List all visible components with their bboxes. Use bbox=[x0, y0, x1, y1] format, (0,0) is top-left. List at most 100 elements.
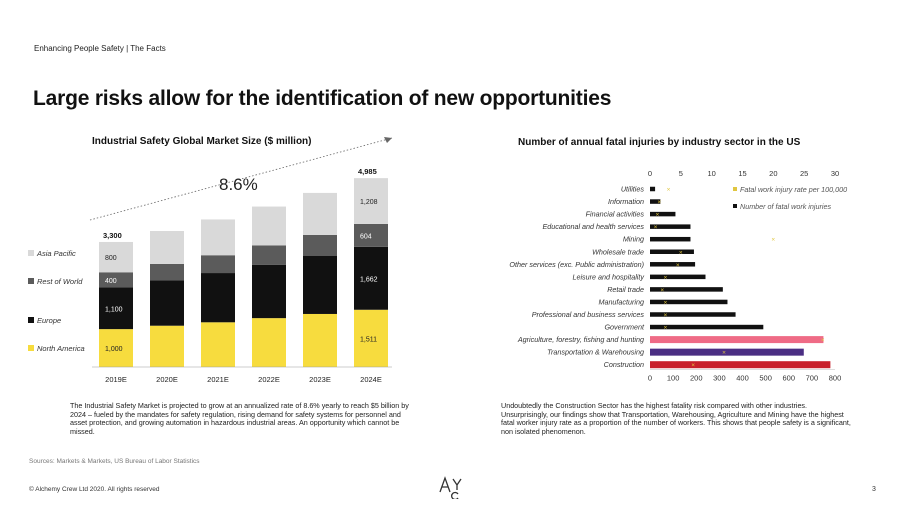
rate-marker-utilities: × bbox=[667, 187, 671, 194]
bottom-axis-tick-400: 400 bbox=[736, 374, 749, 383]
x-tick-2021e: 2021E bbox=[207, 375, 229, 384]
legend-swatch-asia-pacific bbox=[28, 250, 34, 256]
bar-2024e-north-america bbox=[354, 309, 388, 367]
data-label-2019e-asia-pacific: 800 bbox=[105, 255, 117, 262]
sources-note: Sources: Markets & Markets, US Bureau of… bbox=[29, 458, 200, 465]
bar-count-agriculture-forestry-fishing-and-hunting bbox=[650, 336, 824, 344]
rate-marker-information: × bbox=[657, 199, 661, 206]
market-chart-title: Industrial Safety Global Market Size ($ … bbox=[92, 136, 312, 147]
bar-count-government bbox=[650, 324, 764, 330]
rate-marker-transportation-warehousing: × bbox=[722, 350, 726, 357]
bar-count-retail-trade bbox=[650, 287, 723, 292]
bar-count-mining bbox=[650, 236, 691, 242]
rate-marker-leisure-and-hospitality: × bbox=[664, 274, 668, 281]
bottom-axis-tick-500: 500 bbox=[759, 374, 772, 383]
category-label-transportation-warehousing: Transportation & Warehousing bbox=[547, 348, 644, 357]
top-axis-tick-20: 20 bbox=[769, 169, 777, 178]
bar-2023e-asia-pacific bbox=[303, 192, 337, 235]
bar-count-construction bbox=[650, 361, 831, 369]
bar-2021e-rest-of-world bbox=[201, 255, 235, 274]
bar-count-wholesale-trade bbox=[650, 249, 694, 254]
bar-2019e-europe bbox=[99, 287, 133, 330]
top-axis-tick-0: 0 bbox=[648, 169, 652, 178]
rate-marker-professional-and-business-services: × bbox=[664, 312, 668, 319]
header-label: Enhancing People Safety | The Facts bbox=[34, 44, 166, 53]
legend-label-rest-of-world: Rest of World bbox=[37, 277, 83, 286]
category-label-financial-activities: Financial activities bbox=[586, 210, 645, 219]
data-label-2019e-rest-of-world: 400 bbox=[105, 278, 117, 285]
bar-2020e-asia-pacific bbox=[150, 230, 184, 264]
bar-2024e-europe bbox=[354, 246, 388, 310]
category-label-information: Information bbox=[608, 197, 644, 206]
top-axis-tick-5: 5 bbox=[679, 169, 683, 178]
total-label-2024e: 4,985 bbox=[358, 167, 377, 176]
bar-2020e-rest-of-world bbox=[150, 263, 184, 281]
legend-label-asia-pacific: Asia Pacific bbox=[36, 249, 76, 258]
bar-count-leisure-and-hospitality bbox=[650, 274, 706, 280]
top-axis-tick-25: 25 bbox=[800, 169, 808, 178]
bar-2021e-asia-pacific bbox=[201, 219, 235, 256]
category-label-retail-trade: Retail trade bbox=[607, 285, 644, 294]
market-size-chart: 8.6% 1,000 1,100 400 800 3,300 2019E 2020E 2021E… bbox=[28, 137, 393, 384]
bar-2020e-europe bbox=[150, 280, 184, 326]
bar-2019e-north-america bbox=[99, 329, 133, 367]
category-label-mining: Mining bbox=[623, 235, 644, 244]
bar-count-information bbox=[650, 199, 661, 204]
bar-2021e-europe bbox=[201, 273, 235, 323]
legend-label-europe: Europe bbox=[37, 316, 61, 325]
bar-count-professional-and-business-services bbox=[650, 312, 736, 317]
bar-2022e-north-america bbox=[252, 318, 286, 367]
category-label-wholesale-trade: Wholesale trade bbox=[592, 247, 644, 256]
legend-swatch-count bbox=[733, 204, 737, 208]
legend-label-count: Number of fatal work injuries bbox=[740, 202, 831, 211]
bar-2020e-north-america bbox=[150, 325, 184, 367]
bottom-axis-tick-800: 800 bbox=[829, 374, 842, 383]
rate-marker-wholesale-trade: × bbox=[679, 249, 683, 256]
data-label-2019e-north-america: 1,000 bbox=[105, 346, 123, 353]
data-label-2024e-rest-of-world: 604 bbox=[360, 233, 372, 240]
x-tick-2022e: 2022E bbox=[258, 375, 280, 384]
bar-count-financial-activities bbox=[650, 211, 676, 217]
x-tick-2019e: 2019E bbox=[105, 375, 127, 384]
bar-2022e-rest-of-world bbox=[252, 245, 286, 265]
bottom-axis-tick-200: 200 bbox=[690, 374, 703, 383]
legend-swatch-rate bbox=[733, 187, 737, 191]
bar-count-manufacturing bbox=[650, 299, 728, 305]
x-tick-2024e: 2024E bbox=[360, 375, 382, 384]
bar-2019e-asia-pacific bbox=[99, 241, 133, 273]
bar-2024e-asia-pacific bbox=[354, 178, 388, 224]
page-number: 3 bbox=[872, 486, 876, 493]
bar-2022e-europe bbox=[252, 264, 286, 319]
market-paragraph: The Industrial Safety Market is projecte… bbox=[70, 401, 409, 436]
category-label-manufacturing: Manufacturing bbox=[598, 297, 644, 306]
bar-2023e-europe bbox=[303, 255, 337, 314]
legend-swatch-rest-of-world bbox=[28, 278, 34, 284]
data-label-2019e-europe: 1,100 bbox=[105, 306, 123, 313]
rate-marker-educational-and-health-services: × bbox=[654, 224, 658, 231]
bar-count-other-services-exc-public-administration bbox=[650, 262, 696, 267]
rate-marker-construction: × bbox=[691, 362, 695, 369]
bar-2022e-asia-pacific bbox=[252, 206, 286, 246]
rate-marker-government: × bbox=[664, 325, 668, 332]
bottom-axis-tick-600: 600 bbox=[782, 374, 795, 383]
category-label-construction: Construction bbox=[604, 360, 644, 369]
category-label-other-services-exc-public-administration: Other services (exc. Public administrati… bbox=[509, 260, 644, 269]
category-label-professional-and-business-services: Professional and business services bbox=[532, 310, 645, 319]
fatal-injuries-chart: 0 5 10 15 20 25 30 Utilities × Information × Financ… bbox=[509, 169, 847, 383]
copyright: © Alchemy Crew Ltd 2020. All rights rese… bbox=[29, 486, 160, 493]
data-label-2024e-north-america: 1,511 bbox=[360, 336, 377, 343]
rate-marker-retail-trade: × bbox=[660, 287, 664, 294]
category-label-agriculture-forestry-fishing-and-hunting: Agriculture, forestry, fishing and hunti… bbox=[517, 335, 644, 344]
x-tick-2023e: 2023E bbox=[309, 375, 331, 384]
category-label-government: Government bbox=[604, 323, 645, 332]
alchemy-crew-logo bbox=[439, 476, 462, 499]
total-label-2019e: 3,300 bbox=[103, 231, 122, 240]
legend-swatch-europe bbox=[28, 317, 34, 323]
rate-marker-mining: × bbox=[771, 237, 775, 244]
category-label-educational-and-health-services: Educational and health services bbox=[543, 222, 645, 231]
rate-marker-manufacturing: × bbox=[664, 299, 668, 306]
bottom-axis-tick-100: 100 bbox=[667, 374, 680, 383]
legend-swatch-north-america bbox=[28, 345, 34, 351]
bar-2021e-north-america bbox=[201, 322, 235, 367]
data-label-2024e-asia-pacific: 1,208 bbox=[360, 199, 378, 206]
